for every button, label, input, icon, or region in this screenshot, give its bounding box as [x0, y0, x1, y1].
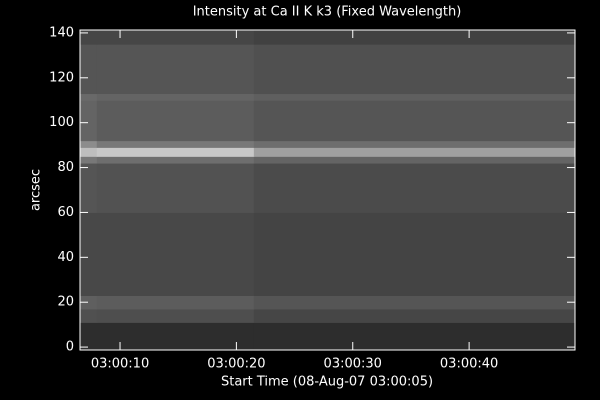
- y-tick-label: 0: [66, 340, 74, 355]
- y-tick-label: 140: [49, 25, 74, 40]
- cell: [80, 30, 98, 45]
- cell: [96, 30, 255, 45]
- cell: [96, 308, 255, 323]
- cell: [80, 100, 98, 142]
- cell: [80, 93, 98, 101]
- cell: [80, 140, 98, 148]
- cell: [80, 212, 98, 296]
- y-tick-label: 100: [49, 115, 74, 130]
- cell: [96, 140, 255, 148]
- y-tick-label: 60: [57, 205, 74, 220]
- cell: [96, 156, 255, 164]
- axes: 0 20 40 60 80 100 120 140 03:00:10 03:00:20 03:00:…: [49, 25, 576, 372]
- cell: [96, 100, 255, 142]
- cell: [253, 93, 576, 101]
- cell: [253, 140, 576, 148]
- cell: [80, 147, 98, 157]
- chart-title: Intensity at Ca II K k3 (Fixed Wavelengt…: [193, 5, 462, 20]
- y-axis-label: arcsec: [29, 169, 44, 211]
- cell: [253, 30, 576, 45]
- cell: [80, 44, 98, 95]
- y-tick-label: 20: [57, 295, 74, 310]
- cell: [253, 295, 576, 310]
- x-axis-label: Start Time (08-Aug-07 03:00:05): [221, 375, 433, 390]
- cell: [96, 295, 255, 310]
- cell: [96, 163, 255, 213]
- y-tick-label: 120: [49, 70, 74, 85]
- cell: [80, 163, 98, 213]
- cell: [253, 156, 576, 164]
- cell: [80, 295, 98, 310]
- y-tick-label: 80: [57, 160, 74, 175]
- image: [80, 30, 576, 351]
- plot-frame: [79, 29, 576, 351]
- y-tick-label: 40: [57, 250, 74, 265]
- cell: [253, 212, 576, 296]
- cell: [253, 308, 576, 323]
- cell: [96, 212, 255, 296]
- x-tick-label: 03:00:10: [91, 357, 149, 372]
- cell: [253, 163, 576, 213]
- cell: [96, 44, 255, 95]
- cell: [253, 147, 576, 157]
- x-tick-label: 03:00:30: [324, 357, 382, 372]
- cell: [253, 322, 576, 351]
- cell: [253, 44, 576, 95]
- cell: [96, 322, 255, 351]
- x-tick-label: 03:00:40: [440, 357, 498, 372]
- cell: [80, 322, 98, 351]
- cell: [253, 100, 576, 142]
- cell: [80, 156, 98, 164]
- x-tick-label: 03:00:20: [207, 357, 265, 372]
- cell: [96, 147, 255, 157]
- cell: [80, 308, 98, 323]
- cell: [96, 93, 255, 101]
